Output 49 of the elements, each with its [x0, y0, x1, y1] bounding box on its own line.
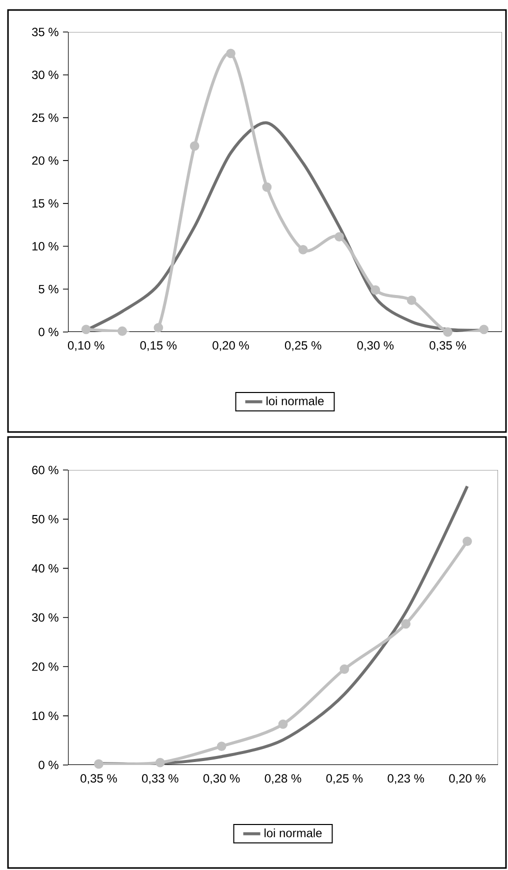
- legend-label: loi normale: [266, 396, 324, 406]
- y-tick-label: 0 %: [38, 760, 58, 770]
- x-tick-label: 0,25 %: [284, 341, 322, 352]
- point: [443, 327, 452, 337]
- point: [94, 759, 104, 769]
- point: [406, 296, 416, 305]
- point: [226, 48, 236, 58]
- y-tick-label: 30 %: [32, 70, 58, 80]
- x-tick-label: 0,30 %: [203, 774, 240, 784]
- y-tick-label: 25 %: [32, 113, 58, 122]
- point: [370, 285, 380, 295]
- y-tick-label: 20 %: [32, 156, 58, 165]
- point: [154, 323, 164, 332]
- y-tick-label: 5 %: [38, 284, 58, 294]
- legend-label: loi normale: [264, 828, 322, 838]
- point: [278, 719, 288, 729]
- point: [401, 619, 411, 629]
- x-tick-label: 0,33 %: [142, 774, 178, 784]
- point: [81, 324, 91, 334]
- y-tick-label: 10 %: [32, 242, 58, 250]
- point: [190, 141, 200, 151]
- x-tick-label: 0,10 %: [68, 341, 104, 352]
- y-tick-label: 0 %: [38, 328, 58, 336]
- x-tick-label: 0,15 %: [140, 341, 177, 352]
- point: [298, 245, 308, 254]
- x-tick-label: 0,20 %: [212, 341, 249, 352]
- point: [462, 536, 472, 546]
- x-tick-label: 0,23 %: [388, 774, 424, 784]
- point: [118, 326, 127, 336]
- y-tick-label: 60 %: [32, 466, 58, 474]
- y-tick-label: 35 %: [32, 28, 58, 36]
- x-tick-label: 0,35 %: [80, 774, 117, 784]
- x-tick-label: 0,25 %: [326, 774, 363, 784]
- point: [155, 758, 165, 768]
- point: [262, 182, 272, 192]
- y-tick-label: 50 %: [32, 514, 58, 524]
- point: [340, 664, 350, 674]
- y-tick-label: 30 %: [32, 613, 58, 622]
- x-tick-label: 0,20 %: [449, 774, 486, 784]
- x-tick-label: 0,28 %: [264, 774, 302, 784]
- y-tick-label: 10 %: [32, 712, 58, 720]
- y-tick-label: 15 %: [32, 199, 58, 208]
- y-tick-label: 20 %: [32, 662, 58, 671]
- point: [216, 742, 226, 752]
- x-tick-label: 0,30 %: [357, 341, 394, 352]
- x-tick-label: 0,35 %: [430, 341, 466, 352]
- point: [334, 232, 344, 242]
- point: [479, 324, 489, 334]
- y-tick-label: 40 %: [32, 564, 58, 573]
